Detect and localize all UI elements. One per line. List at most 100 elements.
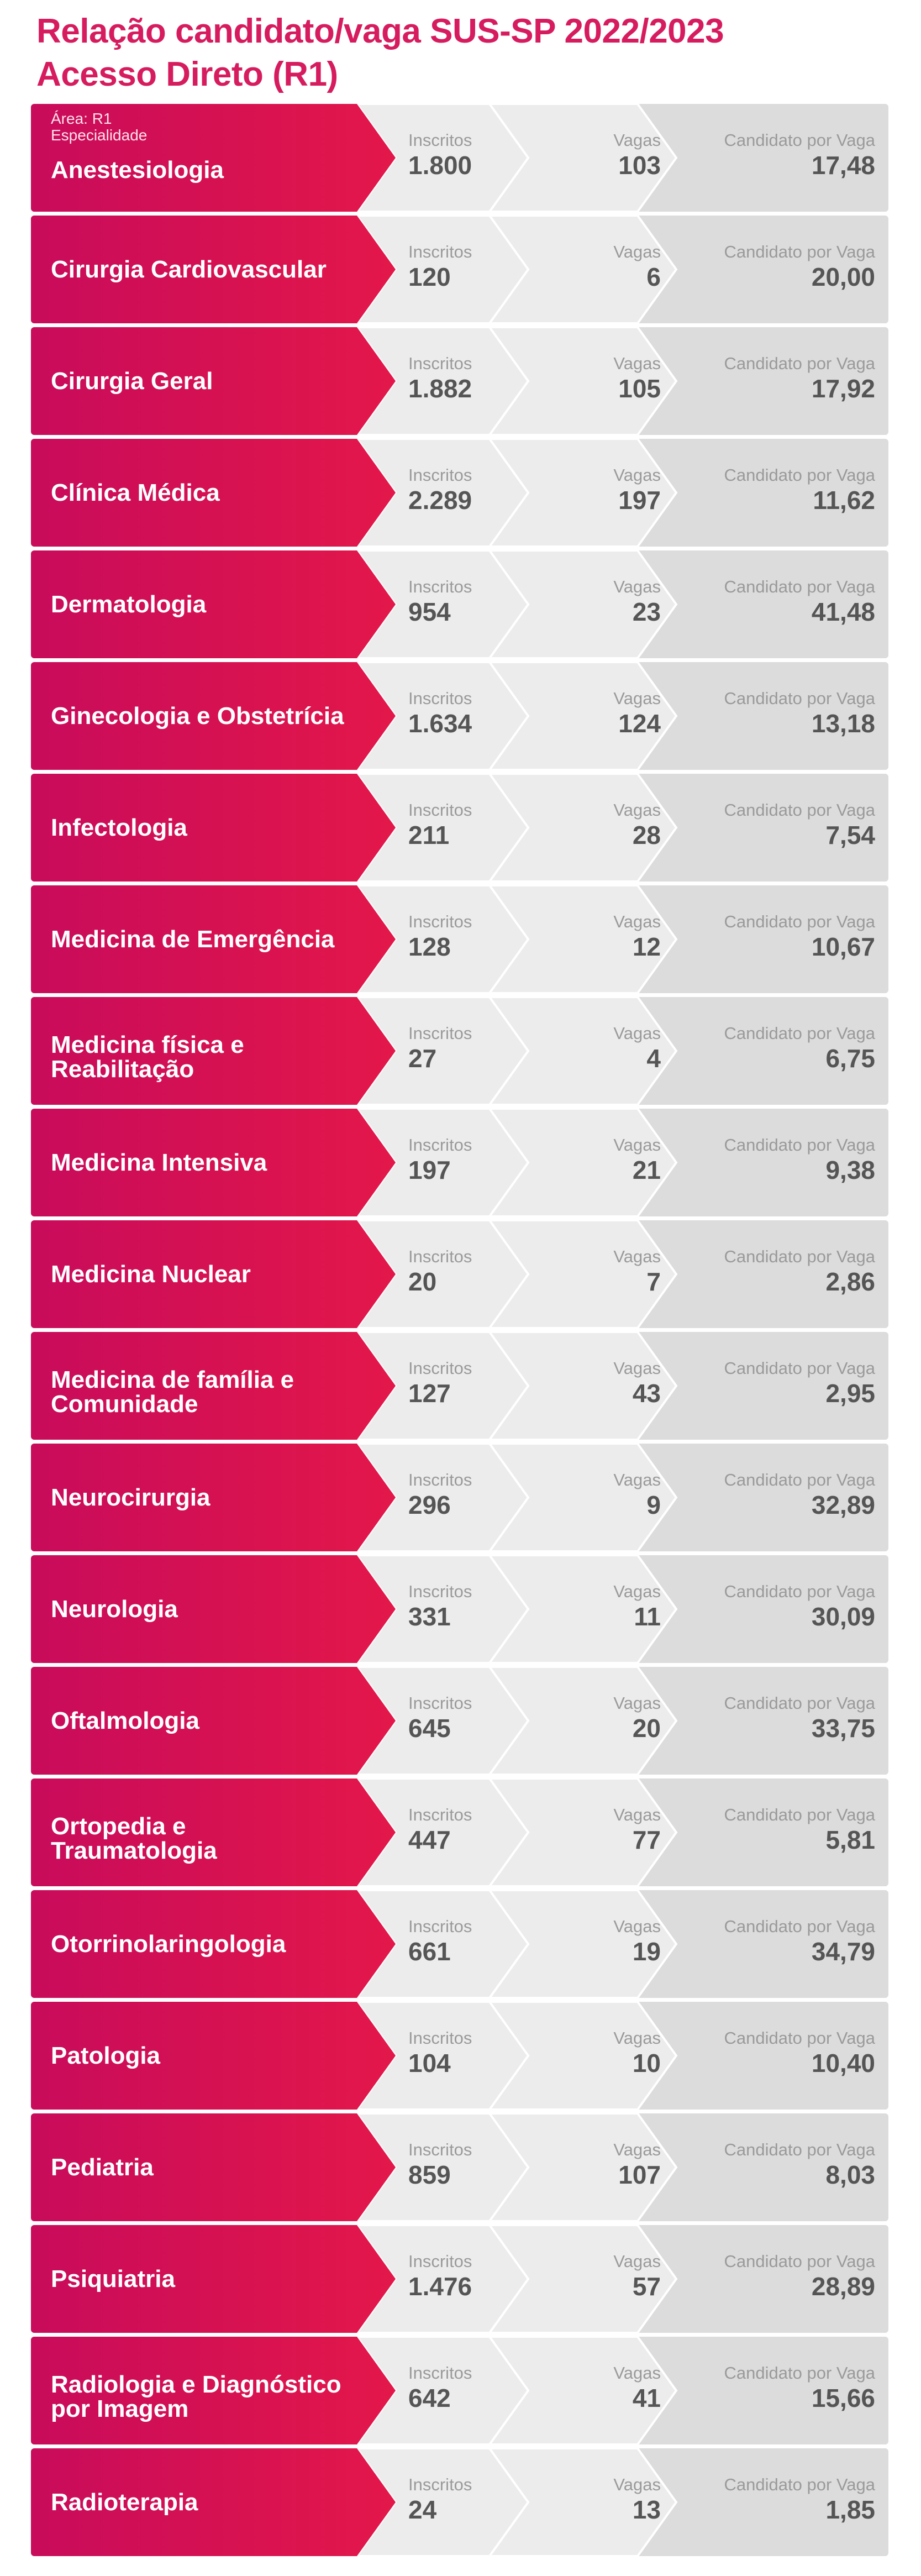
vagas-value: 124 [618,709,661,738]
specialty-name: Patologia [51,2002,393,2110]
vagas-cell: Vagas 124 [578,662,661,770]
inscritos-cell: Inscritos 20 [408,1220,519,1328]
inscritos-cell: Inscritos 104 [408,2002,519,2110]
row-background [31,997,888,1105]
table-row: Medicina de Emergência Inscritos 128 Vagas 1… [31,885,888,993]
vagas-label: Vagas [613,1805,661,1824]
vagas-value: 77 [632,1825,661,1854]
table-row: Pediatria Inscritos 859 Vagas 107 Candidato p… [31,2113,888,2221]
inscritos-cell: Inscritos 296 [408,1444,519,1551]
candidato-por-vaga-value: 11,62 [813,486,875,515]
specialty-name-line: Psiquiatria [51,2265,175,2292]
candidato-por-vaga-label: Candidato por Vaga [724,2028,875,2048]
specialty-name: Clínica Médica [51,439,393,547]
inscritos-cell: Inscritos 661 [408,1890,519,1998]
vagas-label: Vagas [613,1693,661,1713]
vagas-cell: Vagas 7 [578,1220,661,1328]
table-row: Otorrinolaringologia Inscritos 661 Vagas 19 C… [31,1890,888,1998]
specialty-name-line: Comunidade [51,1390,198,1418]
inscritos-cell: Inscritos 447 [408,1778,519,1886]
inscritos-cell: Inscritos 197 [408,1109,519,1216]
specialty-name-line: Medicina Intensiva [51,1148,267,1176]
vagas-label: Vagas [613,689,661,708]
specialty-name: Radiologia e Diagnóstico por Imagem [51,2337,393,2444]
table-row: Cirurgia Cardiovascular Inscritos 120 Vagas… [31,216,888,323]
vagas-cell: Vagas 20 [578,1667,661,1775]
vagas-value: 103 [618,151,661,180]
inscritos-label: Inscritos [408,1917,472,1936]
specialty-name: Medicina Nuclear [51,1220,393,1328]
table-row: Neurocirurgia Inscritos 296 Vagas 9 Candidato… [31,1444,888,1551]
vagas-label: Vagas [613,1247,661,1266]
candidato-por-vaga-value: 9,38 [825,1156,875,1184]
candidato-por-vaga-value: 17,92 [811,374,875,403]
candidato-por-vaga-label: Candidato por Vaga [724,1024,875,1043]
candidato-por-vaga-value: 34,79 [811,1937,875,1966]
candidato-por-vaga-cell: Candidato por Vaga 9,38 [694,1109,875,1216]
candidato-por-vaga-label: Candidato por Vaga [724,1693,875,1713]
vagas-label: Vagas [613,2028,661,2048]
vagas-value: 7 [646,1267,661,1296]
specialty-name: Ginecologia e Obstetrícia [51,662,393,770]
candidato-por-vaga-label: Candidato por Vaga [724,1917,875,1936]
inscritos-cell: Inscritos 27 [408,997,519,1105]
inscritos-cell: Inscritos 954 [408,550,519,658]
table-row: Psiquiatria Inscritos 1.476 Vagas 57 Candidat… [31,2225,888,2333]
vagas-cell: Vagas 197 [578,439,661,547]
specialty-name-line: Patologia [51,2042,161,2069]
candidato-por-vaga-value: 10,67 [811,932,875,961]
row-background [31,662,888,770]
inscritos-value: 2.289 [408,486,472,515]
vagas-cell: Vagas 105 [578,327,661,435]
vagas-value: 19 [632,1937,661,1966]
specialty-name: Pediatria [51,2113,393,2221]
inscritos-value: 127 [408,1379,451,1408]
table-row: Medicina física e Reabilitação Inscritos 27… [31,997,888,1105]
vagas-cell: Vagas 9 [578,1444,661,1551]
row-background [31,1667,888,1775]
inscritos-value: 1.476 [408,2272,472,2301]
specialty-name-line: Medicina de Emergência [51,925,335,953]
specialty-name-line: Anestesiologia [51,156,224,183]
inscritos-cell: Inscritos 1.882 [408,327,519,435]
candidato-por-vaga-cell: Candidato por Vaga 1,85 [694,2448,875,2556]
candidate-ratio-table: Área: R1 Especialidade Anestesiologia Inscr… [31,104,888,2560]
inscritos-value: 1.634 [408,709,472,738]
table-row: Medicina de família e Comunidade Inscritos… [31,1332,888,1440]
candidato-por-vaga-label: Candidato por Vaga [724,689,875,708]
candidato-por-vaga-cell: Candidato por Vaga 20,00 [694,216,875,323]
row-background [31,774,888,882]
candidato-por-vaga-value: 8,03 [825,2160,875,2189]
candidato-por-vaga-label: Candidato por Vaga [724,577,875,596]
table-row: Ginecologia e Obstetrícia Inscritos 1.634 V… [31,662,888,770]
inscritos-value: 642 [408,2384,451,2412]
table-row: Medicina Nuclear Inscritos 20 Vagas 7 Candida… [31,1220,888,1328]
row-background [31,1444,888,1551]
inscritos-label: Inscritos [408,912,472,931]
inscritos-value: 331 [408,1602,451,1631]
candidato-por-vaga-value: 15,66 [811,2384,875,2412]
specialty-name: Medicina de Emergência [51,885,393,993]
inscritos-value: 645 [408,1714,451,1743]
title-line-2: Acesso Direto (R1) [36,55,338,93]
specialty-name-line: Ginecologia e Obstetrícia [51,702,344,730]
table-row: Dermatologia Inscritos 954 Vagas 23 Candidato… [31,550,888,658]
vagas-label: Vagas [613,2140,661,2159]
row-background [31,2113,888,2221]
vagas-value: 197 [618,486,661,515]
vagas-label: Vagas [613,1358,661,1378]
table-row: Cirurgia Geral Inscritos 1.882 Vagas 105 Cand… [31,327,888,435]
inscritos-value: 27 [408,1044,437,1073]
vagas-cell: Vagas 19 [578,1890,661,1998]
vagas-value: 21 [632,1156,661,1184]
inscritos-value: 661 [408,1937,451,1966]
inscritos-label: Inscritos [408,800,472,820]
vagas-label: Vagas [613,1135,661,1155]
specialty-name-line: Neurologia [51,1595,178,1623]
specialty-name-line: Pediatria [51,2153,154,2181]
inscritos-cell: Inscritos 1.634 [408,662,519,770]
inscritos-label: Inscritos [408,1693,472,1713]
vagas-value: 41 [632,2384,661,2412]
row-background [31,1890,888,1998]
inscritos-cell: Inscritos 120 [408,216,519,323]
